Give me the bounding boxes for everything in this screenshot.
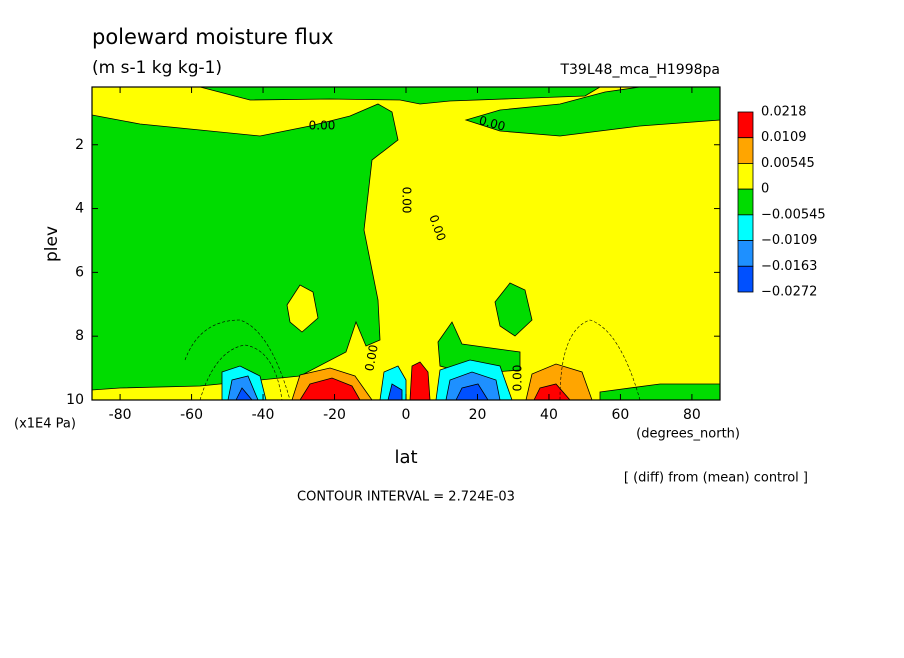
y-tick-label: 2 (75, 137, 84, 153)
note: [ (diff) from (mean) control ] (624, 471, 808, 486)
y-units: (x1E4 Pa) (14, 417, 76, 432)
y-tick-label: 10 (66, 392, 84, 408)
y-tick-label: 4 (75, 201, 84, 217)
contour-line (559, 319, 641, 401)
contour-line (184, 319, 291, 401)
colorbar-label: 0.00545 (761, 156, 815, 171)
x-tick-label: 0 (402, 407, 411, 423)
colorbar-box (737, 111, 754, 139)
contour-label: 0.00 (309, 119, 336, 133)
contour-region (286, 284, 319, 333)
colorbar-box (737, 163, 754, 190)
run-label: T39L48_mca_H1998pa (559, 62, 720, 78)
x-tick-label: 60 (612, 407, 630, 423)
colorbar-box (737, 188, 754, 216)
x-tick-label: 20 (469, 407, 487, 423)
colorbar-box (737, 137, 754, 164)
x-tick-label: 40 (540, 407, 558, 423)
contour-label: 0.00 (477, 113, 506, 133)
colorbar-label: 0.0218 (761, 105, 807, 120)
contour-region (437, 321, 521, 375)
x-units: (degrees_north) (636, 427, 740, 442)
contour-label: 0.00 (400, 187, 414, 214)
chart-subtitle: (m s-1 kg kg-1) (92, 58, 222, 78)
contour-line (199, 344, 283, 401)
contour-region (494, 282, 533, 337)
colorbar-box (737, 214, 754, 241)
y-tick-label: 6 (75, 264, 84, 280)
contour-interval: CONTOUR INTERVAL = 2.724E-03 (297, 490, 515, 505)
colorbar-label: 0 (761, 182, 769, 197)
x-tick-label: -60 (180, 407, 203, 423)
y-tick-label: 8 (75, 328, 84, 344)
contour-field (91, 86, 721, 401)
contour-label: 0.00 (362, 344, 380, 373)
contour-region (199, 86, 602, 105)
colorbar-box (737, 240, 754, 267)
colorbar-label: −0.0163 (761, 259, 817, 274)
chart-title: poleward moisture flux (92, 25, 334, 49)
y-axis-label: plev (42, 226, 62, 262)
colorbar-label: 0.0109 (761, 130, 807, 145)
x-tick-label: -20 (323, 407, 346, 423)
x-tick-label: -80 (109, 407, 132, 423)
x-tick-label: 80 (683, 407, 701, 423)
colorbar-box (737, 265, 754, 293)
contour-label: 0.00 (511, 365, 525, 392)
colorbar-label: −0.00545 (761, 207, 826, 222)
colorbar-label: −0.0109 (761, 233, 817, 248)
x-tick-label: -40 (252, 407, 275, 423)
x-axis-label: lat (394, 447, 417, 468)
colorbar-label: −0.0272 (761, 285, 817, 300)
